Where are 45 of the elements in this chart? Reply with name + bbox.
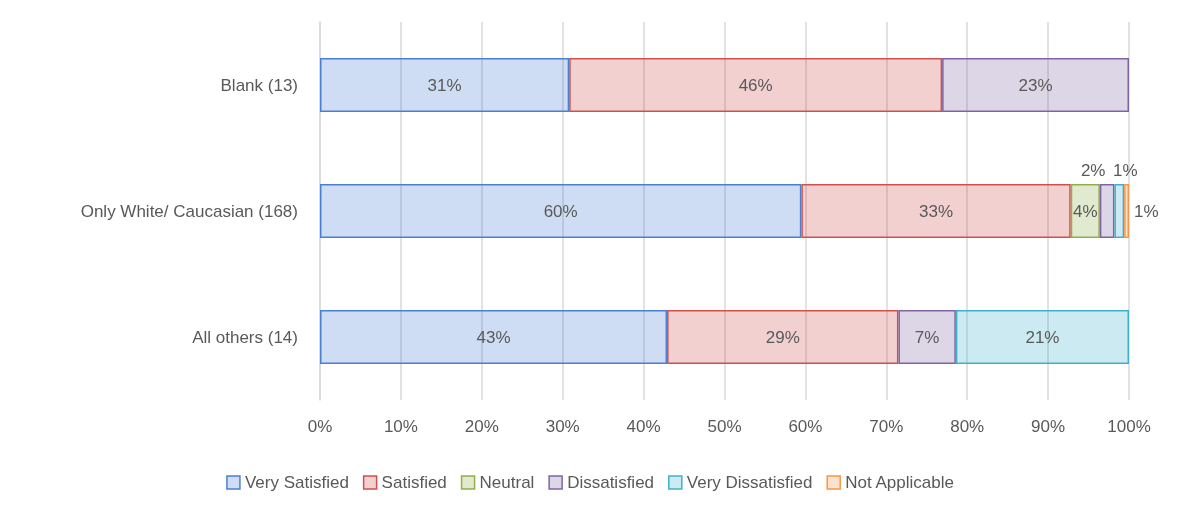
legend-label: Satisfied [381,473,447,492]
x-tick-label: 30% [545,417,580,436]
x-tick-label: 80% [950,417,985,436]
legend-label: Dissatisfied [567,473,655,492]
data-label: 43% [476,327,511,347]
legend-label: Not Applicable [845,473,954,492]
data-label: 1% [1113,161,1138,180]
bar [320,184,802,238]
bar [801,184,1071,238]
data-label: 7% [914,327,940,347]
bar [1099,184,1115,238]
data-label: 4% [1073,201,1098,221]
x-tick-label: 20% [464,417,499,436]
x-tick-label: 10% [383,417,418,436]
y-tick-label: All others (14) [192,327,298,347]
bar [1114,184,1125,238]
bar [955,310,1129,364]
data-label: 21% [1025,327,1060,347]
bar [569,58,943,112]
x-tick-label: 70% [869,417,904,436]
legend-label: Very Dissatisfied [686,473,813,492]
data-label: 29% [765,327,800,347]
data-label: 60% [543,201,578,221]
bar [1124,184,1129,238]
data-label: 23% [1018,75,1053,95]
x-tick-label: 50% [707,417,742,436]
bar [898,310,956,364]
data-label: 33% [919,201,954,221]
bar [320,310,668,364]
x-tick-label: 0% [307,417,333,436]
data-label: 2% [1080,161,1106,180]
y-tick-label: Only White/ Caucasian (168) [80,201,298,221]
bar [942,58,1129,112]
x-tick-label: 90% [1031,417,1066,436]
data-label: 31% [427,75,462,95]
y-tick-label: Blank (13) [220,75,298,95]
x-tick-label: 40% [626,417,661,436]
x-tick-label: 60% [788,417,823,436]
data-label: 46% [738,75,773,95]
x-tick-label: 100% [1107,417,1151,436]
bar [667,310,899,364]
legend-label: Very Satisfied [244,473,349,492]
data-label: 1% [1134,201,1159,221]
legend-label: Neutral [479,473,535,492]
bar [320,58,570,112]
